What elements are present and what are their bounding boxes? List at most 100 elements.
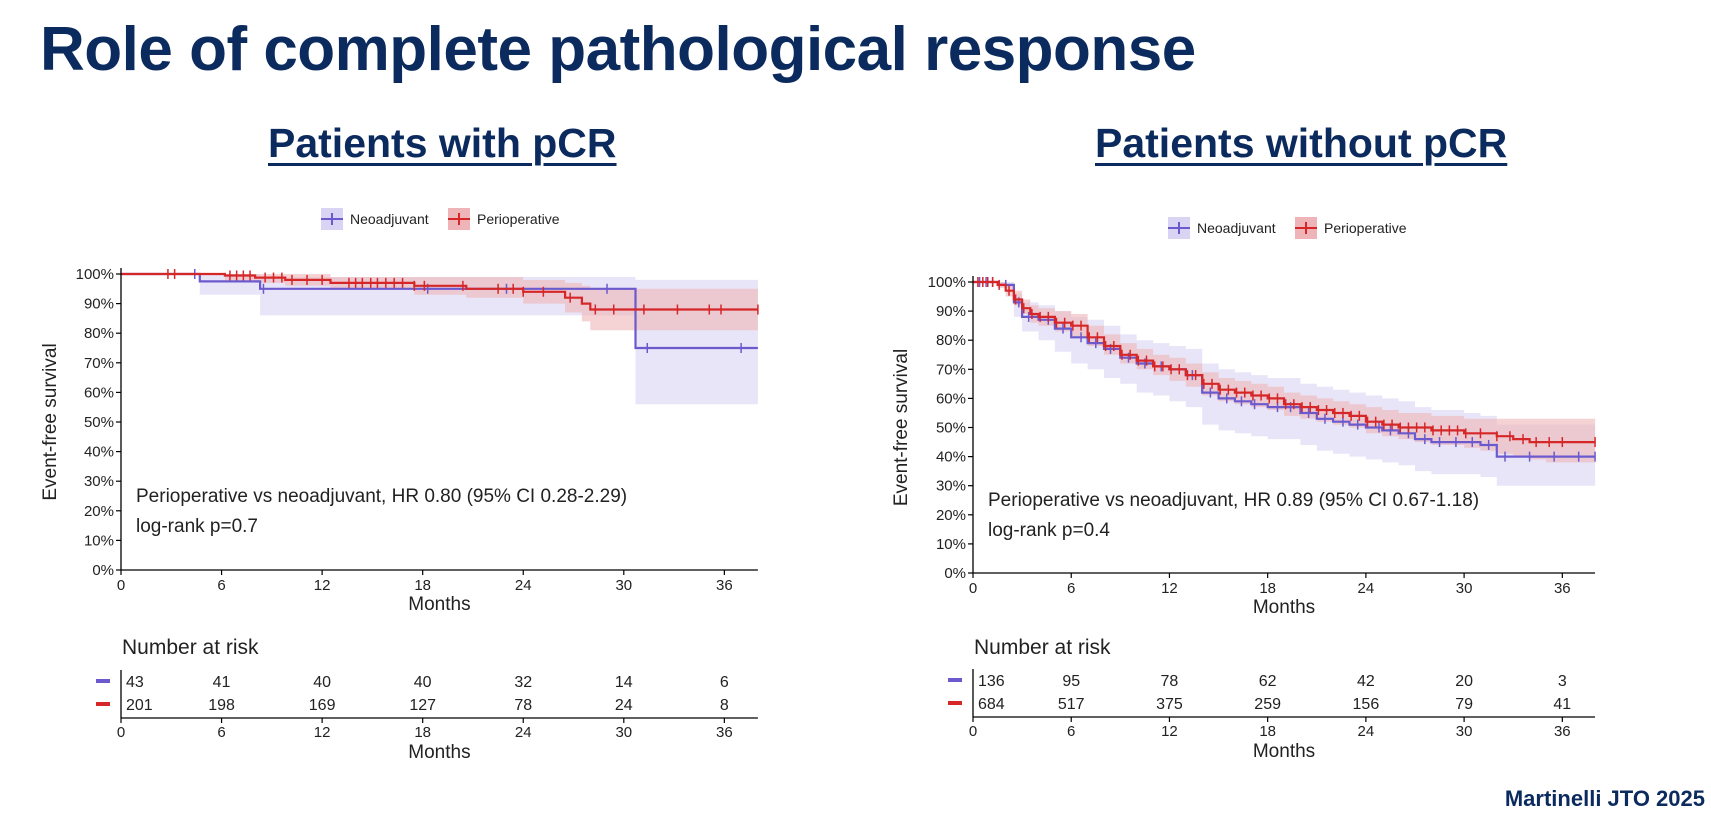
x-tick-label: 18	[414, 577, 431, 594]
legend-label-neoadjuvant: Neoadjuvant	[350, 211, 429, 227]
risk-table-cell: 20	[1455, 673, 1473, 690]
x-tick-label: 0	[117, 577, 125, 594]
risk-table-title: Number at risk	[974, 636, 1111, 659]
x-axis-label: Months	[1253, 597, 1315, 618]
x-tick-label: 0	[969, 580, 977, 597]
y-tick-label: 10%	[84, 532, 114, 549]
hr-annotation: Perioperative vs neoadjuvant, HR 0.80 (9…	[136, 486, 627, 507]
survival-line-neoadjuvant	[121, 272, 758, 350]
y-tick-label: 100%	[76, 266, 114, 283]
risk-table-cell: 684	[978, 696, 1005, 713]
risk-table-cell: 40	[313, 674, 331, 691]
citation: Martinelli JTO 2025	[1504, 786, 1705, 811]
y-tick-label: 40%	[936, 449, 966, 466]
y-tick-label: 90%	[936, 303, 966, 320]
y-tick-label: 30%	[936, 478, 966, 495]
km-chart-with-pcr: Neoadjuvant Perioperative 0% 10% 20% 30% 40% 50…	[40, 208, 759, 763]
x-tick-label: 24	[515, 577, 532, 594]
y-tick-label: 80%	[936, 332, 966, 349]
risk-table-cell: 375	[1156, 696, 1183, 713]
y-tick-label: 20%	[84, 503, 114, 520]
y-axis-label: Event-free survival	[891, 349, 912, 506]
x-tick-label: 6	[217, 577, 225, 594]
risk-table-cell: 3	[1558, 673, 1567, 690]
risk-x-tick-label: 24	[1358, 723, 1375, 740]
risk-table-cell: 79	[1455, 696, 1473, 713]
risk-x-tick-label: 36	[716, 724, 733, 741]
risk-x-tick-label: 12	[314, 724, 331, 741]
risk-table-cell: 136	[978, 673, 1005, 690]
risk-table-cell: 62	[1259, 673, 1277, 690]
legend: Neoadjuvant Perioperative	[1168, 217, 1407, 239]
x-tick-label: 12	[1161, 580, 1178, 597]
risk-table-cell: 41	[213, 674, 231, 691]
hr-annotation: Perioperative vs neoadjuvant, HR 0.89 (9…	[988, 490, 1479, 511]
y-tick-label: 20%	[936, 507, 966, 524]
risk-x-tick-label: 30	[615, 724, 632, 741]
x-tick-label: 24	[1358, 580, 1375, 597]
y-tick-label: 0%	[944, 565, 966, 582]
x-tick-label: 36	[716, 577, 733, 594]
y-tick-label: 30%	[84, 473, 114, 490]
survival-line-perioperative	[973, 280, 1596, 444]
x-tick-label: 36	[1554, 580, 1571, 597]
risk-x-tick-label: 24	[515, 724, 532, 741]
risk-x-tick-label: 6	[1067, 723, 1075, 740]
x-tick-label: 30	[1456, 580, 1473, 597]
risk-x-tick-label: 36	[1554, 723, 1571, 740]
risk-table-cell: 169	[309, 697, 336, 714]
risk-x-tick-label: 18	[414, 724, 431, 741]
survival-line-neoadjuvant	[973, 280, 1596, 458]
risk-table-cell: 42	[1357, 673, 1375, 690]
risk-table-cell: 6	[720, 674, 729, 691]
risk-table-cell: 32	[514, 674, 532, 691]
legend-label-perioperative: Perioperative	[477, 211, 560, 227]
y-tick-label: 100%	[928, 274, 966, 291]
risk-table-cell: 127	[409, 697, 436, 714]
y-tick-label: 80%	[84, 325, 114, 342]
slide-title: Role of complete pathological response	[40, 15, 1196, 84]
hr-annotation: log-rank p=0.7	[136, 516, 258, 537]
legend-label-neoadjuvant: Neoadjuvant	[1197, 220, 1276, 236]
risk-table-cell: 24	[615, 697, 633, 714]
risk-x-tick-label: 0	[117, 724, 125, 741]
risk-table-cell: 517	[1058, 696, 1085, 713]
ci-band-perioperative	[121, 274, 758, 331]
y-tick-label: 60%	[936, 390, 966, 407]
risk-table-title: Number at risk	[122, 636, 259, 659]
risk-table-cell: 156	[1353, 696, 1380, 713]
x-tick-label: 18	[1259, 580, 1276, 597]
risk-table-cell: 43	[126, 674, 144, 691]
y-tick-label: 70%	[84, 355, 114, 372]
legend-label-perioperative: Perioperative	[1324, 220, 1407, 236]
risk-table-cell: 201	[126, 697, 153, 714]
risk-x-tick-label: 18	[1259, 723, 1276, 740]
risk-table-cell: 41	[1553, 696, 1571, 713]
x-axis-label: Months	[408, 594, 470, 615]
y-tick-label: 90%	[84, 296, 114, 313]
x-tick-label: 12	[314, 577, 331, 594]
y-tick-label: 10%	[936, 536, 966, 553]
risk-table-cell: 78	[1161, 673, 1179, 690]
y-tick-label: 70%	[936, 361, 966, 378]
y-axis-label: Event-free survival	[40, 343, 61, 500]
km-chart-without-pcr: Neoadjuvant Perioperative 0% 10% 20% 30% 40% 50…	[891, 217, 1596, 762]
x-tick-label: 6	[1067, 580, 1075, 597]
survival-line-perioperative	[121, 272, 758, 311]
y-tick-label: 50%	[84, 414, 114, 431]
y-tick-label: 0%	[92, 562, 114, 579]
risk-x-tick-label: 6	[217, 724, 225, 741]
y-tick-label: 60%	[84, 384, 114, 401]
risk-x-axis-label: Months	[408, 742, 470, 763]
y-tick-label: 50%	[936, 420, 966, 437]
hr-annotation: log-rank p=0.4	[988, 520, 1110, 541]
risk-table-cell: 78	[514, 697, 532, 714]
risk-table-cell: 95	[1062, 673, 1080, 690]
chart-title-without-pcr: Patients without pCR	[1095, 120, 1508, 166]
risk-x-tick-label: 30	[1456, 723, 1473, 740]
ci-band-perioperative	[973, 282, 1596, 463]
risk-x-axis-label: Months	[1253, 741, 1315, 762]
risk-table-cell: 259	[1254, 696, 1281, 713]
risk-table-cell: 40	[414, 674, 432, 691]
chart-title-with-pcr: Patients with pCR	[268, 120, 617, 166]
